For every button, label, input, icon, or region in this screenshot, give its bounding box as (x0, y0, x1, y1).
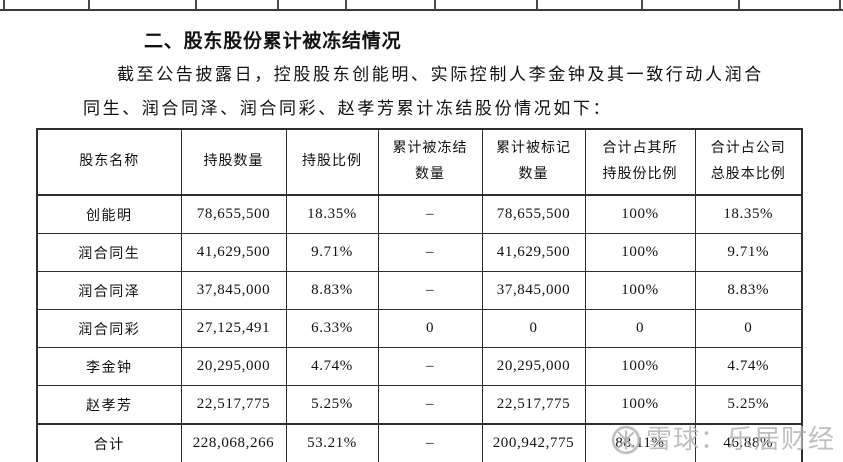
cell-ratio-of-held: 100% (584, 347, 696, 386)
remnant-divider (641, 0, 643, 9)
cell-ratio-of-held: 100% (584, 385, 696, 425)
paragraph-line-1: 截至公告披露日，控股股东创能明、实际控制人李金钟及其一致行动人润合 (117, 65, 764, 84)
cell-holding-ratio: 5.25% (285, 385, 379, 425)
cell-ratio-of-held: 100% (584, 271, 696, 310)
previous-table-remnant (0, 0, 843, 11)
col-header-ratio-of-total: 合计占公司 总股本比例 (694, 128, 803, 196)
table-row-total: 合计 228,068,266 53.21% – 200,942,775 88.1… (36, 423, 803, 462)
paragraph-line-2: 同生、润合同泽、润合同彩、赵孝芳累计冻结股份情况如下： (83, 99, 613, 118)
cell-ratio-of-held: 100% (584, 233, 696, 272)
cell-ratio-of-total: 5.25% (694, 385, 803, 425)
table-row: 李金钟 20,295,000 4.74% – 20,295,000 100% 4… (36, 347, 803, 386)
remnant-divider (434, 0, 436, 9)
cell-ratio-of-held: 100% (584, 194, 696, 234)
remnant-bottom-border (0, 9, 843, 11)
col-header-frozen-quantity: 累计被冻结 数量 (377, 128, 483, 196)
table-row: 润合同彩 27,125,491 6.33% 0 0 0 0 (36, 309, 803, 348)
table-row: 赵孝芳 22,517,775 5.25% – 22,517,775 100% 5… (36, 385, 803, 425)
cell-frozen-quantity: – (377, 233, 483, 272)
cell-ratio-of-total: 18.35% (694, 194, 803, 234)
cell-holding-ratio: 18.35% (285, 194, 379, 234)
cell-ratio-of-total: 9.71% (694, 233, 803, 272)
cell-holding-ratio: 53.21% (285, 423, 379, 462)
cell-frozen-quantity: 0 (377, 309, 483, 348)
cell-shareholder-name: 润合同泽 (36, 271, 182, 310)
cell-shareholder-name: 润合同彩 (36, 309, 182, 348)
remnant-divider (536, 0, 538, 9)
cell-holding-ratio: 4.74% (285, 347, 379, 386)
remnant-divider (195, 0, 197, 9)
cell-shares-held: 78,655,500 (180, 194, 287, 234)
col-header-shares-held: 持股数量 (180, 128, 287, 196)
col-header-ratio-of-held: 合计占其所 持股份比例 (584, 128, 696, 196)
cell-marked-quantity: 0 (481, 309, 586, 348)
cell-ratio-of-held: 0 (584, 309, 696, 348)
cell-ratio-of-total: 4.74% (694, 347, 803, 386)
section-heading: 二、股东股份累计被冻结情况 (144, 31, 402, 52)
cell-frozen-quantity: – (377, 385, 483, 425)
cell-shareholder-name: 合计 (36, 423, 182, 462)
table-header-row: 股东名称 持股数量 持股比例 累计被冻结 数量 累计被标记 数量 合计占其所 持… (36, 128, 803, 196)
cell-marked-quantity: 41,629,500 (481, 233, 586, 272)
cell-ratio-of-total: 0 (694, 309, 803, 348)
cell-ratio-of-total: 8.83% (694, 271, 803, 310)
col-header-marked-quantity: 累计被标记 数量 (481, 128, 586, 196)
cell-frozen-quantity: – (377, 423, 483, 462)
cell-marked-quantity: 22,517,775 (481, 385, 586, 425)
cell-shares-held: 27,125,491 (180, 309, 287, 348)
cell-marked-quantity: 200,942,775 (481, 423, 586, 462)
remnant-divider (3, 0, 5, 9)
cell-holding-ratio: 8.83% (285, 271, 379, 310)
cell-holding-ratio: 6.33% (285, 309, 379, 348)
cell-frozen-quantity: – (377, 271, 483, 310)
cell-ratio-of-total: 46.88% (694, 423, 803, 462)
cell-marked-quantity: 20,295,000 (481, 347, 586, 386)
cell-frozen-quantity: – (377, 347, 483, 386)
cell-ratio-of-held: 88.11% (584, 423, 696, 462)
col-header-shareholder-name: 股东名称 (36, 128, 182, 196)
cell-shares-held: 37,845,000 (180, 271, 287, 310)
remnant-divider (88, 0, 90, 9)
shareholder-freeze-table: 股东名称 持股数量 持股比例 累计被冻结 数量 累计被标记 数量 合计占其所 持… (36, 128, 803, 462)
cell-shares-held: 22,517,775 (180, 385, 287, 425)
remnant-divider (277, 0, 279, 9)
remnant-divider (345, 0, 347, 9)
cell-shareholder-name: 赵孝芳 (36, 385, 182, 425)
cell-shares-held: 228,068,266 (180, 423, 287, 462)
cell-holding-ratio: 9.71% (285, 233, 379, 272)
remnant-divider (839, 0, 841, 9)
cell-shareholder-name: 创能明 (36, 194, 182, 234)
cell-marked-quantity: 37,845,000 (481, 271, 586, 310)
table-row: 润合同生 41,629,500 9.71% – 41,629,500 100% … (36, 233, 803, 272)
cell-shareholder-name: 李金钟 (36, 347, 182, 386)
col-header-holding-ratio: 持股比例 (285, 128, 379, 196)
remnant-divider (738, 0, 740, 9)
cell-frozen-quantity: – (377, 194, 483, 234)
cell-marked-quantity: 78,655,500 (481, 194, 586, 234)
cell-shareholder-name: 润合同生 (36, 233, 182, 272)
table-row: 创能明 78,655,500 18.35% – 78,655,500 100% … (36, 194, 803, 234)
cell-shares-held: 20,295,000 (180, 347, 287, 386)
cell-shares-held: 41,629,500 (180, 233, 287, 272)
table-row: 润合同泽 37,845,000 8.83% – 37,845,000 100% … (36, 271, 803, 310)
